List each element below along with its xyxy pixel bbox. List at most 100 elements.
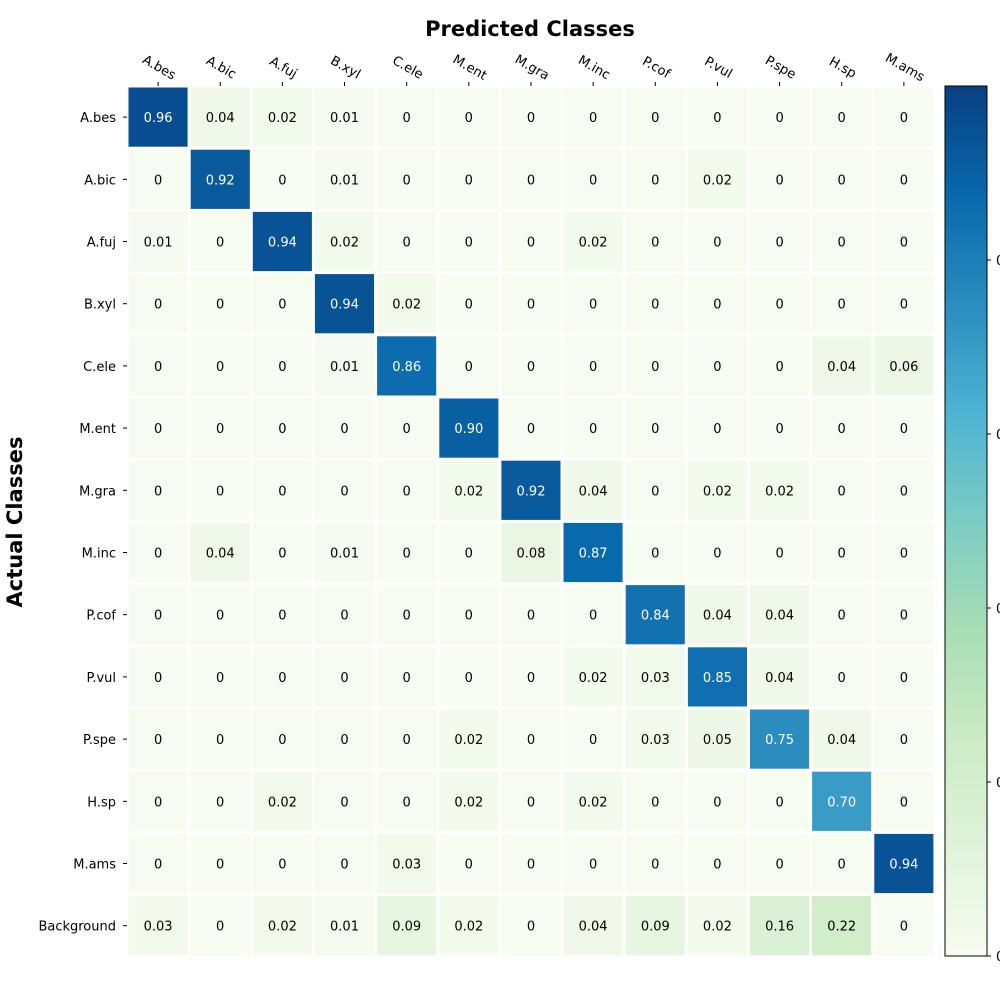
heatmap-cell [750, 896, 810, 956]
heatmap-cell [874, 522, 934, 583]
y-tick-label: P.vul [87, 671, 117, 686]
heatmap-cell [190, 336, 250, 396]
cell-value-label: 0 [589, 422, 597, 437]
heatmap-cell [439, 833, 499, 894]
cell-value-label: 0 [775, 360, 783, 375]
heatmap-cell [501, 211, 561, 272]
cell-value-label: 0.01 [330, 360, 359, 375]
heatmap-cell [563, 833, 623, 894]
heatmap-cell [377, 647, 437, 707]
heatmap-cell [687, 398, 747, 458]
heatmap-cell [625, 211, 685, 272]
cell-value-label: 0 [154, 484, 162, 499]
heatmap-cell [625, 585, 685, 645]
cell-value-label: 0 [651, 298, 659, 313]
y-tick-label: P.spe [83, 733, 116, 748]
heatmap-cell [314, 211, 374, 272]
cell-value-label: 0.02 [579, 236, 608, 251]
cell-value-label: 0.04 [206, 111, 235, 126]
cell-value-label: 0.94 [330, 298, 359, 313]
cell-value-label: 0 [340, 671, 348, 686]
cell-value-label: 0.22 [827, 920, 856, 935]
cell-value-label: 0 [775, 173, 783, 188]
cell-value-label: 0 [651, 236, 659, 251]
heatmap-cell [252, 274, 312, 334]
heatmap-cell [625, 87, 685, 147]
heatmap-cell [439, 336, 499, 396]
colorbar-gradient [944, 85, 988, 957]
heatmap-cell [625, 336, 685, 396]
cell-value-label: 0.02 [703, 920, 732, 935]
cell-value-label: 0 [278, 422, 286, 437]
cell-value-label: 0.01 [144, 236, 173, 251]
colorbar-ticks: 0 0 0 0 0 [987, 254, 1000, 965]
cell-value-label: 0 [775, 547, 783, 562]
heatmap-cell [314, 771, 374, 831]
cell-value-label: 0 [589, 733, 597, 748]
cell-value-label: 0 [154, 795, 162, 810]
heatmap-cell [625, 896, 685, 956]
cell-value-label: 0 [900, 920, 908, 935]
cell-value-label: 0 [403, 671, 411, 686]
cell-value-label: 0.04 [827, 733, 856, 748]
y-tick-label: P.cof [86, 609, 116, 624]
heatmap-cell [687, 460, 747, 520]
cell-value-label: 0 [154, 173, 162, 188]
cell-value-label: 0 [340, 858, 348, 873]
cell-value-label: 0 [527, 671, 535, 686]
cell-value-label: 0 [216, 422, 224, 437]
x-tick-label: C.ele [389, 53, 425, 82]
heatmap-cell [563, 336, 623, 396]
cell-value-label: 0 [465, 609, 473, 624]
heatmap-cell [314, 896, 374, 956]
cell-value-label: 0.85 [703, 671, 732, 686]
cell-value-label: 0.02 [330, 236, 359, 251]
heatmap-cell [377, 274, 437, 334]
heatmap-cell [128, 460, 188, 520]
cell-value-label: 0 [340, 422, 348, 437]
cell-value-label: 0 [216, 298, 224, 313]
x-tick-label: P.cof [639, 54, 673, 82]
cell-value-label: 0 [278, 547, 286, 562]
cell-value-label: 0 [775, 858, 783, 873]
heatmap-cell [190, 771, 250, 831]
cell-value-label: 0 [154, 298, 162, 313]
x-tick-label: M.gra [512, 52, 551, 83]
heatmap-cell [750, 460, 810, 520]
y-tick-label: B.xyl [84, 298, 116, 313]
heatmap-cell [750, 522, 810, 583]
heatmap-cell [439, 398, 499, 458]
colorbar-tick-label: 0 [996, 776, 1000, 791]
cell-value-label: 0 [465, 671, 473, 686]
cell-value-label: 0 [154, 858, 162, 873]
heatmap-cell [439, 522, 499, 583]
heatmap-cell [501, 771, 561, 831]
cell-value-label: 0 [713, 111, 721, 126]
heatmap-cell [314, 336, 374, 396]
cell-value-label: 0 [216, 236, 224, 251]
cell-value-label: 0.04 [579, 920, 608, 935]
cell-value-label: 0 [527, 920, 535, 935]
cell-value-label: 0 [713, 858, 721, 873]
cell-value-label: 0 [900, 484, 908, 499]
cell-value-label: 0 [278, 609, 286, 624]
heatmap-cell [687, 709, 747, 769]
cell-value-label: 0 [216, 360, 224, 375]
heatmap-cell [252, 647, 312, 707]
cell-value-label: 0 [838, 173, 846, 188]
heatmap-cell [377, 896, 437, 956]
cell-value-label: 0 [278, 298, 286, 313]
cell-value-label: 0.75 [765, 733, 794, 748]
heatmap-cell [874, 771, 934, 831]
cell-value-label: 0 [154, 360, 162, 375]
heatmap-cell [252, 522, 312, 583]
cell-value-label: 0 [278, 671, 286, 686]
cell-value-label: 0 [340, 795, 348, 810]
cell-value-label: 0.02 [268, 111, 297, 126]
y-tick-labels: A.bes A.bic A.fuj B.xyl C.ele M.ent M.gra M.inc… [38, 111, 127, 935]
heatmap-cell [501, 149, 561, 209]
cell-value-label: 0.02 [703, 484, 732, 499]
heatmap-cell [750, 709, 810, 769]
heatmap-cell [563, 585, 623, 645]
